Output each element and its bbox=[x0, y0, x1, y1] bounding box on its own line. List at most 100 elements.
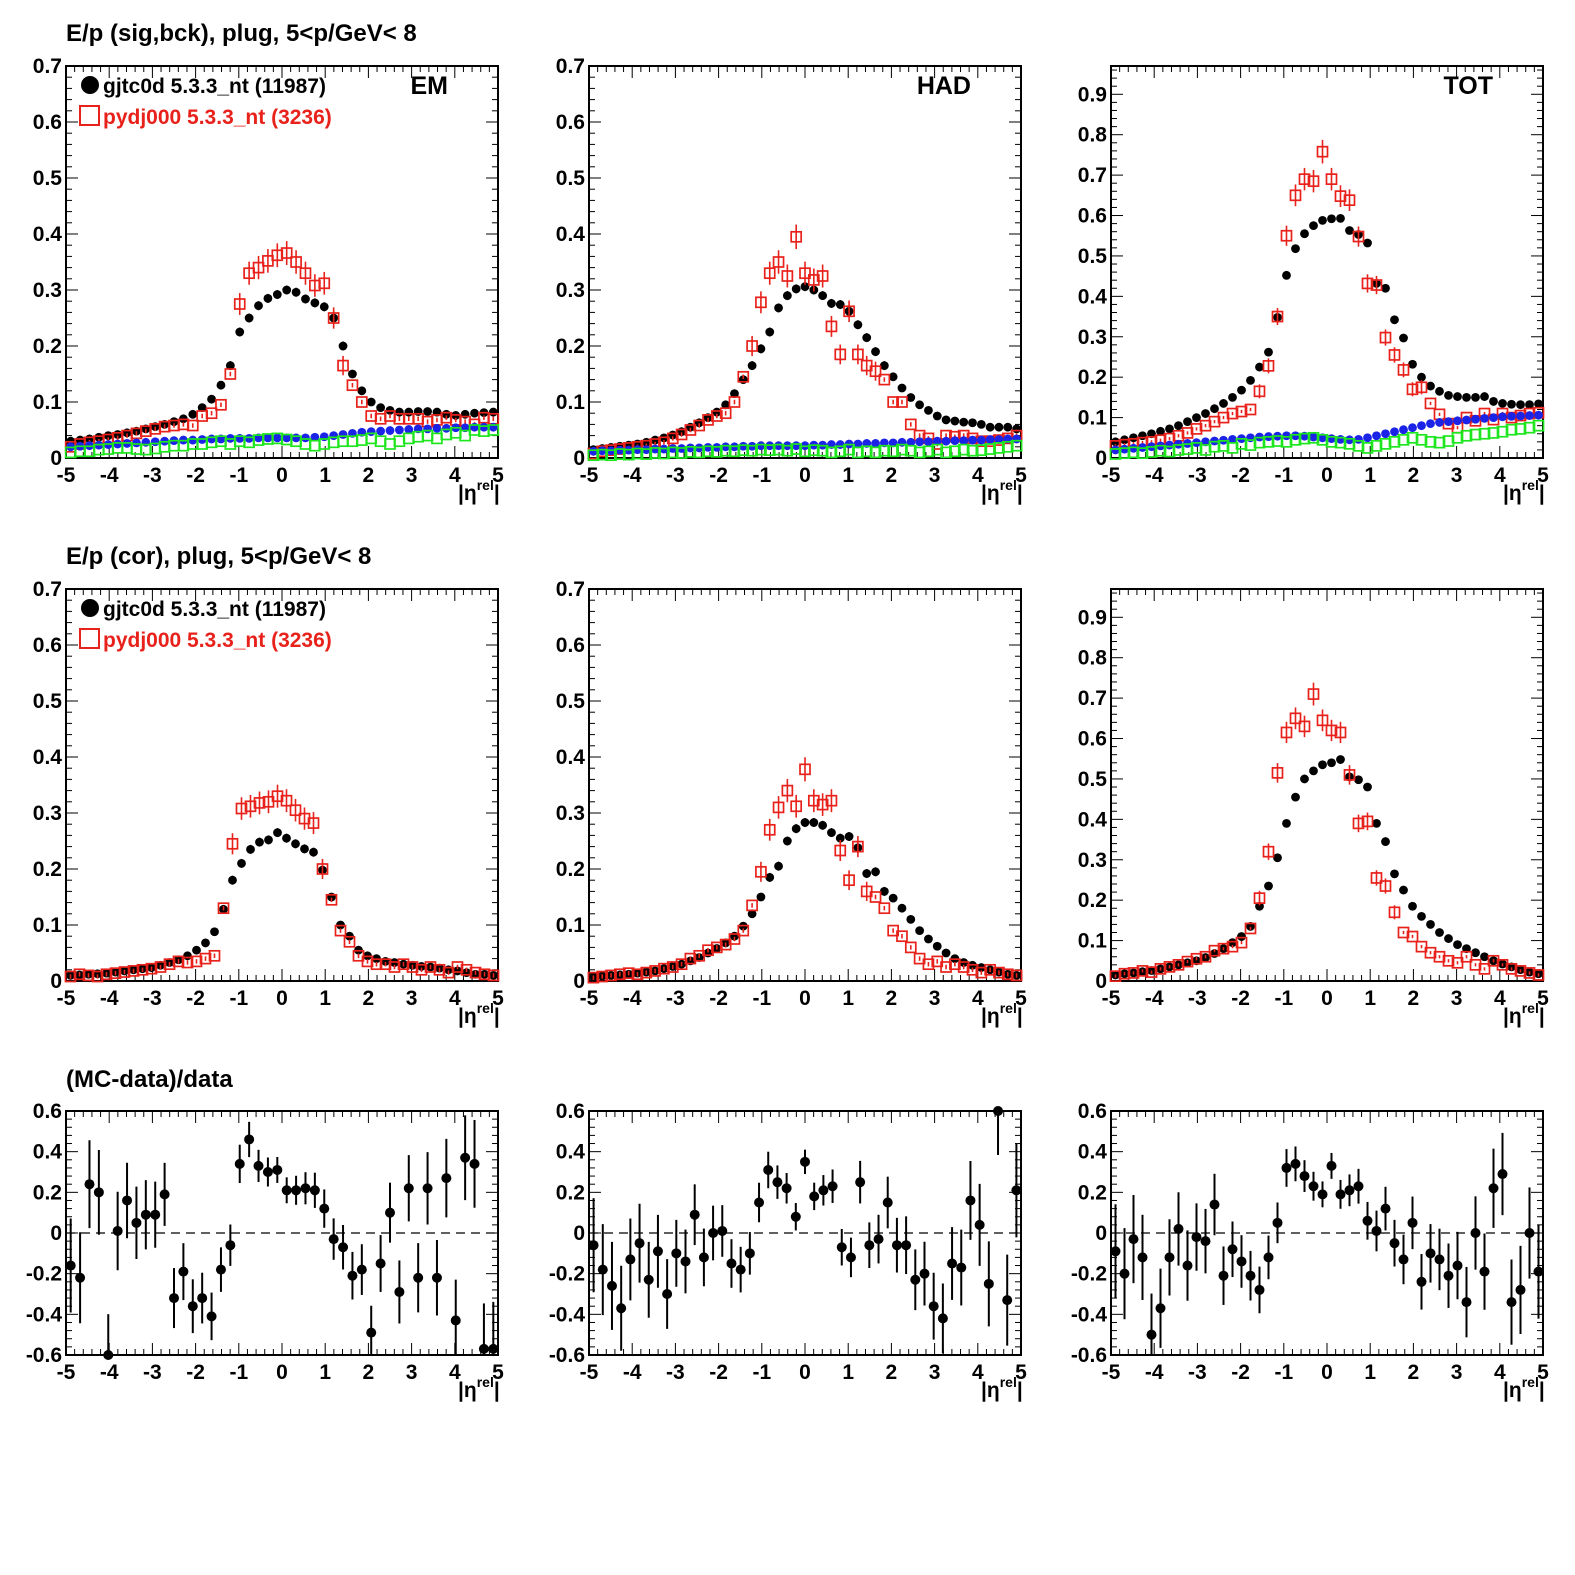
x-tick-label: -5 bbox=[57, 464, 76, 487]
data-point bbox=[348, 369, 357, 379]
data-point bbox=[385, 1207, 395, 1218]
data-point bbox=[625, 1254, 636, 1265]
data-point bbox=[1110, 1246, 1121, 1257]
data-point bbox=[291, 287, 301, 297]
y-tick-label: -0.4 bbox=[26, 1303, 63, 1326]
x-tick-label: -4 bbox=[623, 987, 642, 1010]
mc-point bbox=[922, 958, 935, 971]
mc-point bbox=[878, 902, 891, 915]
mc-point bbox=[728, 933, 741, 945]
data-point bbox=[650, 435, 660, 445]
data-point bbox=[800, 1156, 810, 1167]
mc-point bbox=[487, 969, 500, 982]
bck_data-point bbox=[338, 430, 348, 439]
data-point bbox=[1363, 782, 1372, 792]
mc-point bbox=[781, 784, 794, 797]
bck_mc-point bbox=[1478, 427, 1491, 440]
data-point bbox=[888, 372, 898, 382]
data-point bbox=[1173, 1223, 1184, 1234]
data-point bbox=[235, 327, 245, 337]
mc-point bbox=[666, 961, 679, 973]
mc-point bbox=[1262, 845, 1275, 858]
bck_mc-point bbox=[309, 439, 321, 452]
mc-point bbox=[118, 966, 131, 978]
mc-point bbox=[1244, 403, 1257, 416]
bck_mc-point bbox=[1271, 435, 1284, 447]
mc-point bbox=[1262, 360, 1275, 372]
mc-point bbox=[790, 230, 803, 243]
x-tick-label: -2 bbox=[709, 987, 728, 1010]
data-point bbox=[1417, 372, 1426, 382]
bck_mc-point bbox=[1505, 423, 1518, 436]
mc-point bbox=[1316, 145, 1329, 158]
mc-point bbox=[1199, 950, 1212, 963]
mc-point bbox=[1388, 906, 1401, 919]
data-point bbox=[210, 927, 219, 937]
y-tick-label: 0.4 bbox=[1078, 808, 1108, 831]
bck_mc-point bbox=[1388, 435, 1401, 448]
panel-r2-tot: -5 -4 -3 -2 -1 0 1 2 3 4 5 0 0.1 0.2 0.3 0.4 0.5 0.6 0.7 0.… bbox=[1078, 588, 1549, 1028]
x-tick-label: -5 bbox=[580, 987, 599, 1010]
data-point bbox=[1228, 938, 1237, 948]
row-title-1: E/p (sig,bck), plug, 5<p/GeV< 8 bbox=[66, 20, 417, 47]
data-point bbox=[1389, 1238, 1400, 1249]
bck_data-point bbox=[385, 426, 395, 435]
mc-point bbox=[1352, 817, 1365, 830]
x-tick-label: 2 bbox=[363, 987, 375, 1010]
data-point bbox=[1380, 1203, 1391, 1214]
data-point bbox=[844, 832, 854, 841]
x-axis-label: |ηrel| bbox=[458, 477, 500, 505]
y-tick-label: 0.6 bbox=[33, 111, 62, 134]
data-point bbox=[1165, 424, 1174, 434]
x-tick-label: -5 bbox=[1102, 464, 1121, 487]
mc-point bbox=[1289, 712, 1302, 725]
x-tick-label: -3 bbox=[1188, 1361, 1207, 1384]
data-point bbox=[1336, 213, 1345, 223]
data-point bbox=[188, 409, 198, 419]
mc-point bbox=[1478, 963, 1491, 975]
mc-point bbox=[1181, 427, 1194, 439]
x-axis-label: |ηrel| bbox=[1503, 1000, 1545, 1028]
x-tick-label: 3 bbox=[1451, 987, 1463, 1010]
data-point bbox=[1183, 417, 1192, 427]
data-point bbox=[879, 887, 889, 896]
bck_mc-point bbox=[1424, 435, 1437, 448]
bck_data-point bbox=[1372, 431, 1381, 441]
bck_data-point bbox=[615, 445, 625, 455]
data-point bbox=[919, 1268, 930, 1279]
data-point bbox=[309, 1185, 320, 1196]
y-tick-label: 0.5 bbox=[556, 167, 586, 190]
mc-point bbox=[658, 962, 670, 975]
bck_data-point bbox=[132, 438, 141, 448]
bck_data-point bbox=[150, 437, 160, 447]
data-point bbox=[774, 861, 783, 871]
bck_mc-point bbox=[666, 446, 679, 459]
mc-point bbox=[190, 955, 203, 968]
mc-point bbox=[145, 962, 158, 975]
y-tick-label: 0.3 bbox=[1078, 849, 1107, 872]
mc-point bbox=[154, 961, 167, 973]
y-tick-label: 0.7 bbox=[1078, 164, 1107, 187]
mc-point bbox=[1163, 961, 1176, 973]
data-point bbox=[103, 431, 113, 440]
data-point bbox=[809, 1191, 820, 1202]
bck_data-point bbox=[244, 434, 254, 443]
data-point bbox=[1003, 422, 1013, 432]
mc-point bbox=[640, 966, 653, 979]
bck_mc-point bbox=[1181, 443, 1194, 455]
mc-point bbox=[755, 296, 767, 309]
bck_mc-point bbox=[816, 444, 829, 457]
mc-point bbox=[224, 368, 237, 380]
data-point bbox=[1453, 940, 1462, 950]
bck_mc-point bbox=[852, 446, 864, 459]
data-point bbox=[291, 839, 300, 849]
data-point bbox=[169, 1293, 179, 1304]
mc-point bbox=[622, 967, 635, 980]
data-point bbox=[1497, 1169, 1508, 1180]
data-point bbox=[735, 1264, 746, 1275]
y-tick-label: 0.4 bbox=[1078, 1141, 1108, 1164]
data-point bbox=[756, 892, 766, 902]
mc-point bbox=[702, 944, 714, 957]
x-tick-label: -2 bbox=[186, 1361, 205, 1384]
bck_mc-point bbox=[1532, 419, 1545, 432]
